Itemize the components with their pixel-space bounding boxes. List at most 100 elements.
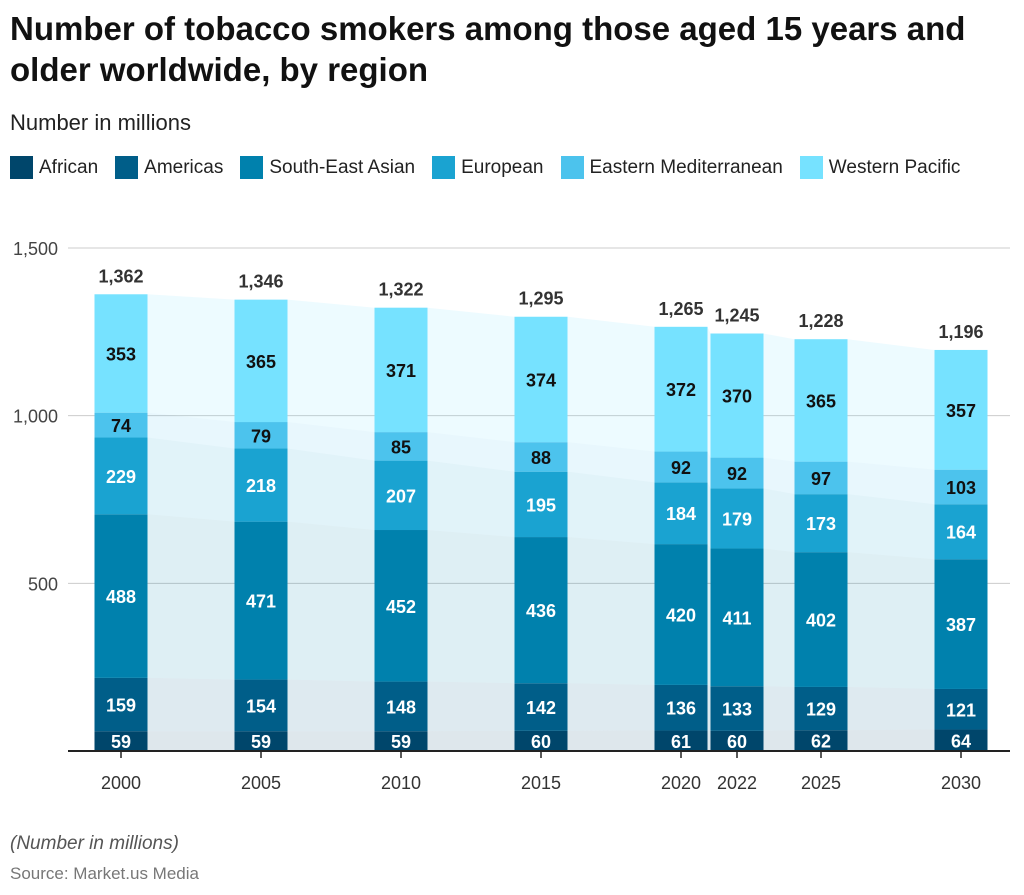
total-label: 1,228 [798, 311, 843, 331]
bar-segment [234, 521, 288, 680]
connector-area [287, 299, 375, 433]
connector-area [147, 437, 235, 522]
data-label: 129 [806, 700, 836, 720]
data-label: 218 [246, 476, 276, 496]
y-tick-label: 500 [28, 574, 58, 594]
x-tick-label: 2025 [801, 773, 841, 793]
data-label: 402 [806, 611, 836, 631]
bar-segment [94, 677, 148, 732]
bar-segment [374, 460, 428, 531]
connector-area [763, 488, 795, 553]
total-label: 1,362 [98, 266, 143, 286]
data-label: 59 [251, 732, 271, 752]
legend-label: European [461, 156, 544, 178]
data-label: 103 [946, 478, 976, 498]
bar-segment [654, 326, 708, 452]
data-label: 62 [811, 732, 831, 752]
legend-item: European [432, 156, 544, 179]
data-label: 92 [727, 464, 747, 484]
bar-segment [794, 339, 848, 462]
legend-item: Western Pacific [799, 156, 961, 179]
total-label: 1,295 [518, 289, 563, 309]
bar-segment [794, 686, 848, 731]
bar-segment [654, 451, 708, 483]
connector-area [427, 730, 515, 751]
data-label: 92 [671, 458, 691, 478]
bar-segment [514, 471, 568, 538]
bar-segment [710, 333, 764, 458]
bar-segment [514, 316, 568, 443]
data-label: 436 [526, 601, 556, 621]
data-label: 121 [946, 700, 976, 720]
data-label: 488 [106, 587, 136, 607]
data-label: 133 [722, 700, 752, 720]
connector-area [707, 544, 711, 687]
bar-segment [514, 730, 568, 751]
y-tick-label: 1,500 [13, 239, 58, 259]
bar-segment [710, 548, 764, 687]
bar-segment [374, 530, 428, 682]
connector-area [847, 461, 935, 505]
legend-swatch [799, 156, 823, 179]
connector-area [147, 412, 235, 449]
data-label: 353 [106, 344, 136, 364]
data-label: 154 [246, 696, 276, 716]
data-label: 164 [946, 523, 976, 543]
data-label: 142 [526, 698, 556, 718]
data-label: 179 [722, 509, 752, 529]
legend-item: South-East Asian [240, 156, 415, 179]
connector-area [763, 730, 795, 751]
connector-area [847, 339, 935, 470]
data-label: 471 [246, 592, 276, 612]
x-tick-label: 2010 [381, 773, 421, 793]
bar-segment [94, 412, 148, 438]
data-label: 79 [251, 426, 271, 446]
connector-area [763, 686, 795, 731]
connector-area [427, 530, 515, 684]
bar-segment [374, 681, 428, 732]
data-label: 184 [666, 504, 696, 524]
connector-area [287, 521, 375, 682]
bar-segment [234, 299, 288, 423]
data-label: 59 [111, 732, 131, 752]
x-tick-label: 2030 [941, 773, 981, 793]
data-label: 148 [386, 697, 416, 717]
data-label: 60 [727, 732, 747, 752]
data-label: 372 [666, 380, 696, 400]
data-label: 229 [106, 467, 136, 487]
legend-swatch [240, 156, 264, 179]
data-label: 371 [386, 361, 416, 381]
legend: African Americas South-East Asian European E… [10, 156, 977, 179]
bar-segment [710, 457, 764, 489]
legend-item: Americas [115, 156, 223, 179]
bar-segment [374, 731, 428, 751]
bar-segment [794, 494, 848, 553]
bar-segment [934, 504, 988, 560]
bar-segment [934, 729, 988, 751]
legend-label: Western Pacific [828, 156, 961, 178]
data-label: 64 [951, 731, 971, 751]
data-label: 387 [946, 615, 976, 635]
data-label: 85 [391, 437, 411, 457]
connector-area [763, 457, 795, 495]
data-label: 370 [722, 387, 752, 407]
x-tick-label: 2020 [661, 773, 701, 793]
data-label: 136 [666, 699, 696, 719]
connector-area [287, 422, 375, 461]
data-label: 365 [246, 352, 276, 372]
bar-segment [654, 482, 708, 545]
bar-segment [234, 731, 288, 751]
data-label: 60 [531, 732, 551, 752]
connector-area [427, 460, 515, 538]
connector-area [847, 494, 935, 560]
legend-item: Eastern Mediterranean [560, 156, 783, 179]
data-label: 61 [671, 732, 691, 752]
data-label: 173 [806, 514, 836, 534]
connector-area [567, 683, 655, 731]
legend-item: African [10, 156, 98, 179]
bar-segment [710, 686, 764, 731]
data-label: 88 [531, 448, 551, 468]
bar-segment [234, 422, 288, 449]
connector-area [427, 432, 515, 472]
connector-area [147, 514, 235, 680]
